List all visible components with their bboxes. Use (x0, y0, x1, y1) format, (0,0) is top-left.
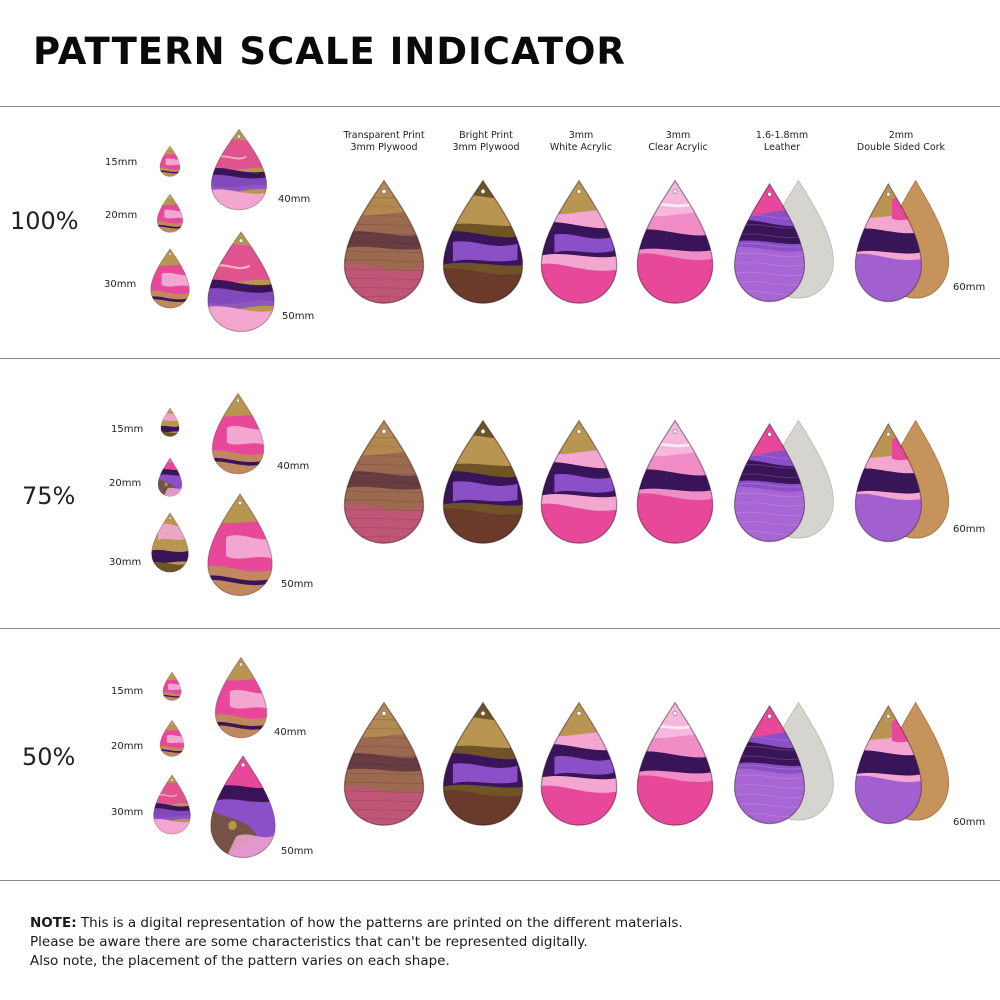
material-drop-acrylic-white (538, 699, 620, 827)
material-drop-cork (851, 417, 953, 545)
size-label-15mm: 15mm (105, 157, 138, 168)
material-drop-leather (730, 177, 838, 305)
divider-2 (0, 628, 1000, 629)
page-title: PATTERN SCALE INDICATOR (33, 30, 626, 73)
size-label-50mm: 50mm (282, 311, 315, 322)
size-label-20mm: 20mm (111, 741, 144, 752)
material-drop-leather (730, 699, 838, 827)
scale-label: 50% (22, 743, 76, 771)
material-header-white-acrylic: 3mm White Acrylic (549, 130, 613, 153)
scale-label: 75% (22, 482, 76, 510)
size-label-40mm: 40mm (278, 194, 311, 205)
note-lead: NOTE: (30, 915, 77, 931)
material-drop-plywood-transparent (341, 699, 427, 827)
size-label-60mm: 60mm (953, 817, 986, 828)
swatch-drop-40mm (209, 127, 269, 211)
footnote: NOTE: This is a digital representation o… (30, 914, 970, 971)
note-line-1: This is a digital representation of how … (76, 915, 683, 931)
swatch-drop-50mm (208, 753, 278, 859)
size-label-20mm: 20mm (109, 478, 142, 489)
size-label-20mm: 20mm (105, 210, 138, 221)
scale-label: 100% (10, 207, 79, 235)
swatch-drop-15mm (159, 145, 181, 177)
material-drop-plywood-bright (440, 699, 526, 827)
size-label-40mm: 40mm (274, 727, 307, 738)
material-drop-cork (851, 699, 953, 827)
material-header-cork: 2mm Double Sided Cork (856, 130, 946, 153)
material-header-leather: 1.6-1.8mm Leather (755, 130, 809, 153)
scale-section-100pct: 100% 15mm 20mm 30mm 40mm 50mm (0, 107, 1000, 357)
material-header-transparent-plywood: Transparent Print 3mm Plywood (343, 130, 425, 153)
material-drop-acrylic-clear (634, 177, 716, 305)
material-drop-acrylic-white (538, 177, 620, 305)
size-label-30mm: 30mm (109, 557, 142, 568)
divider-bottom (0, 880, 1000, 881)
swatch-drop-20mm (156, 193, 184, 233)
size-label-30mm: 30mm (111, 807, 144, 818)
swatch-drop-30mm (150, 511, 190, 573)
swatch-drop-30mm (149, 247, 191, 309)
divider-1 (0, 358, 1000, 359)
material-drop-leather (730, 417, 838, 545)
material-drop-cork (851, 177, 953, 305)
material-header-clear-acrylic: 3mm Clear Acrylic (648, 130, 708, 153)
size-label-50mm: 50mm (281, 579, 314, 590)
note-line-3: Also note, the placement of the pattern … (30, 953, 450, 969)
size-label-50mm: 50mm (281, 846, 314, 857)
scale-section-75pct: 75% 15mm 20mm 30mm 40mm 50mm (0, 359, 1000, 609)
swatch-drop-15mm (160, 407, 180, 437)
size-label-15mm: 15mm (111, 424, 144, 435)
size-label-40mm: 40mm (277, 461, 310, 472)
swatch-drop-40mm (210, 391, 266, 475)
swatch-drop-50mm (205, 229, 277, 333)
swatch-drop-30mm (152, 773, 192, 835)
swatch-drop-15mm (162, 671, 182, 701)
swatch-drop-20mm (157, 457, 183, 497)
material-drop-plywood-transparent (341, 417, 427, 545)
divider-top (0, 106, 1000, 107)
material-drop-acrylic-white (538, 417, 620, 545)
note-line-2: Please be aware there are some character… (30, 934, 588, 950)
material-drop-plywood-bright (440, 177, 526, 305)
scale-section-50pct: 50% 15mm 20mm 30mm 40mm 50mm (0, 629, 1000, 879)
size-label-30mm: 30mm (104, 279, 137, 290)
material-drop-acrylic-clear (634, 417, 716, 545)
swatch-drop-40mm (213, 655, 269, 739)
size-label-60mm: 60mm (953, 524, 986, 535)
swatch-drop-20mm (159, 719, 185, 757)
material-drop-plywood-bright (440, 417, 526, 545)
size-label-15mm: 15mm (111, 686, 144, 697)
size-label-60mm: 60mm (953, 282, 986, 293)
swatch-drop-50mm (205, 491, 275, 597)
material-drop-acrylic-clear (634, 699, 716, 827)
material-header-bright-plywood: Bright Print 3mm Plywood (452, 130, 520, 153)
material-drop-plywood-transparent (341, 177, 427, 305)
